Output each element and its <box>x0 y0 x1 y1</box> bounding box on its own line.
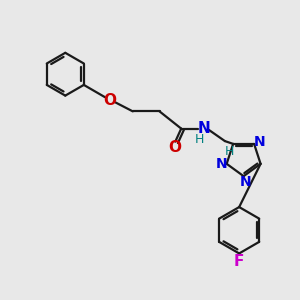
Text: O: O <box>103 93 116 108</box>
Text: N: N <box>253 135 265 149</box>
Text: N: N <box>216 157 227 171</box>
Text: H: H <box>195 133 204 146</box>
Text: N: N <box>198 121 211 136</box>
Text: N: N <box>239 175 251 188</box>
Text: O: O <box>168 140 181 155</box>
Text: H: H <box>225 145 234 158</box>
Text: F: F <box>234 254 244 269</box>
